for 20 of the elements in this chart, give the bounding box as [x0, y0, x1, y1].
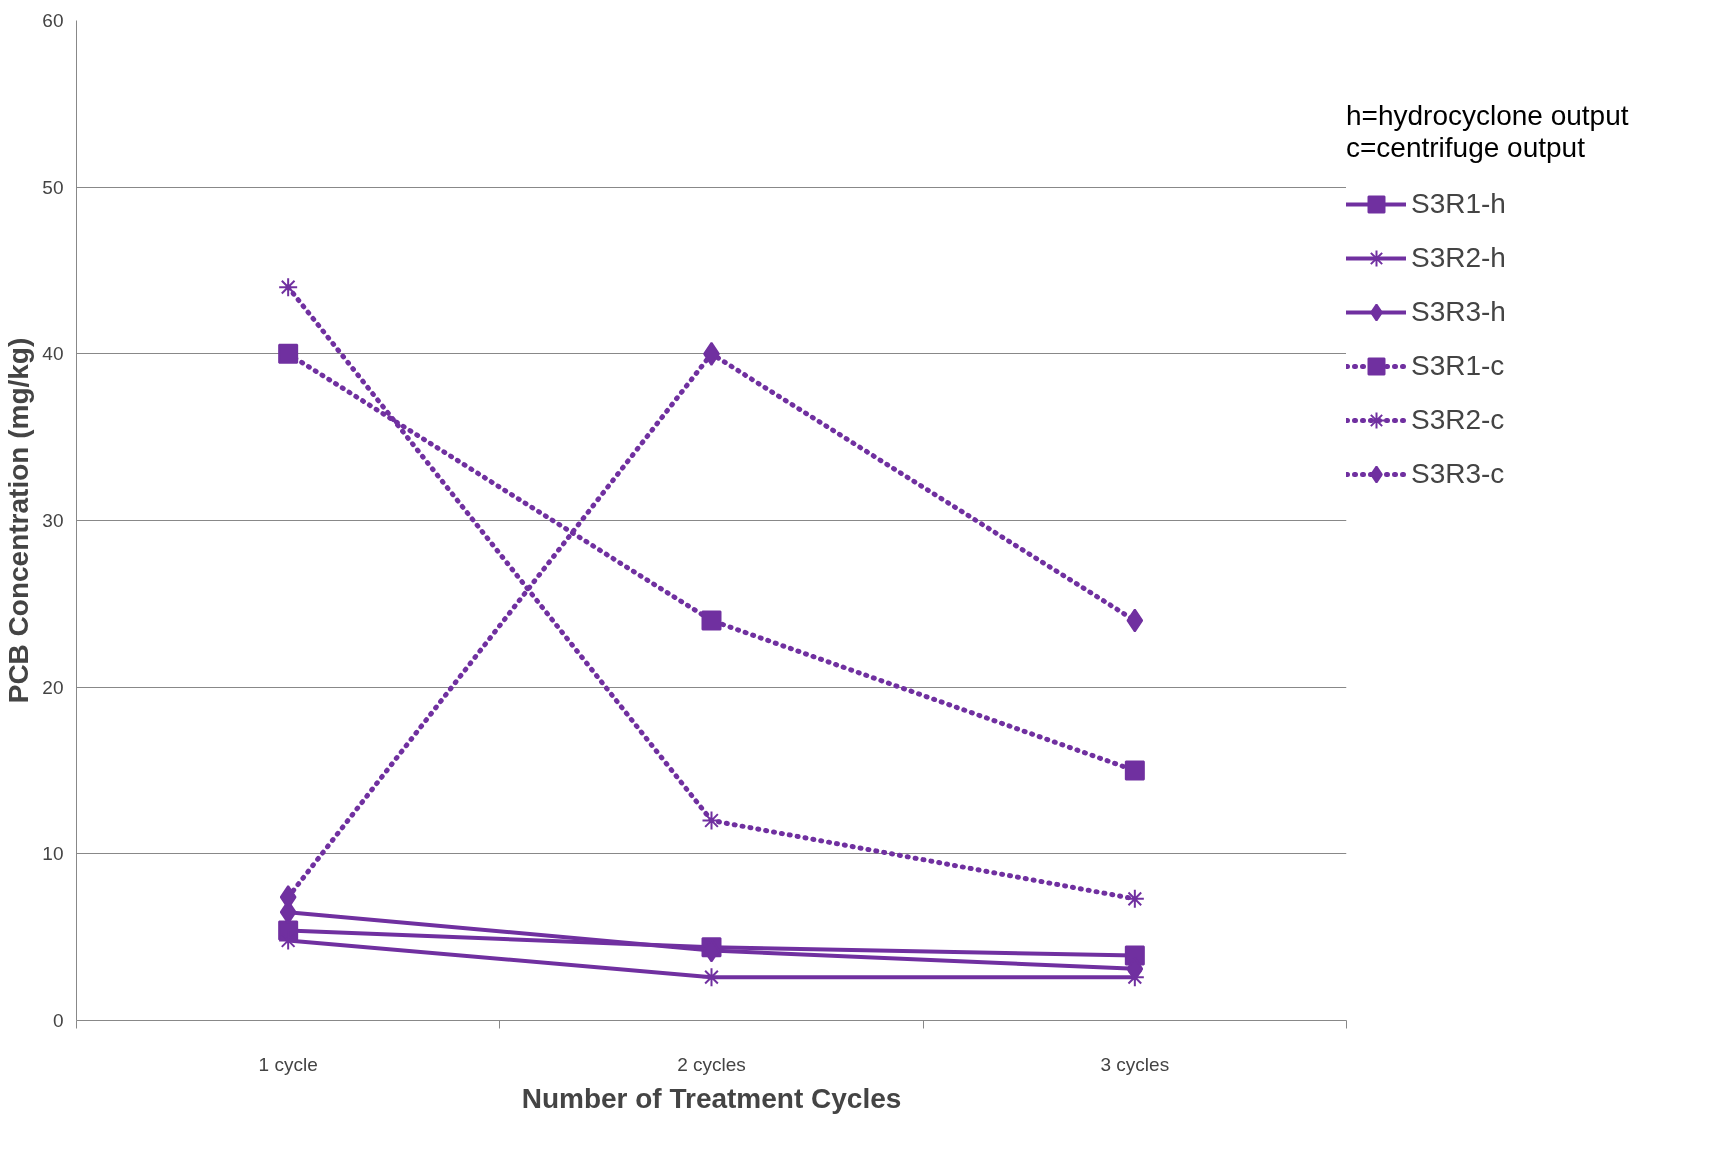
- legend-label: S3R3-c: [1411, 458, 1505, 490]
- y-tick-label: 10: [42, 843, 64, 865]
- x-axis-title: Number of Treatment Cycles: [521, 1082, 902, 1114]
- legend-label: S3R2-c: [1411, 404, 1505, 436]
- y-tick-label: 30: [42, 510, 64, 531]
- annotation: c=centrifuge output: [1346, 132, 1585, 163]
- y-tick-label: 20: [42, 676, 64, 698]
- legend-label: S3R1-h: [1411, 188, 1506, 220]
- annotation: h=hydrocyclone output: [1346, 100, 1629, 131]
- legend-label: S3R3-h: [1411, 296, 1506, 328]
- legend-label: S3R1-c: [1411, 350, 1505, 382]
- y-axis-title: PCB Concentration (mg/kg): [3, 337, 35, 704]
- y-tick-label: 60: [42, 10, 64, 31]
- x-tick-label: 3 cycles: [1100, 1053, 1170, 1075]
- x-tick-label: 1 cycle: [258, 1053, 318, 1075]
- y-tick-label: 40: [42, 343, 64, 365]
- y-tick-label: 0: [52, 1010, 64, 1031]
- y-tick-label: 50: [42, 176, 64, 198]
- legend-label: S3R2-h: [1411, 242, 1506, 274]
- x-tick-label: 2 cycles: [677, 1053, 746, 1075]
